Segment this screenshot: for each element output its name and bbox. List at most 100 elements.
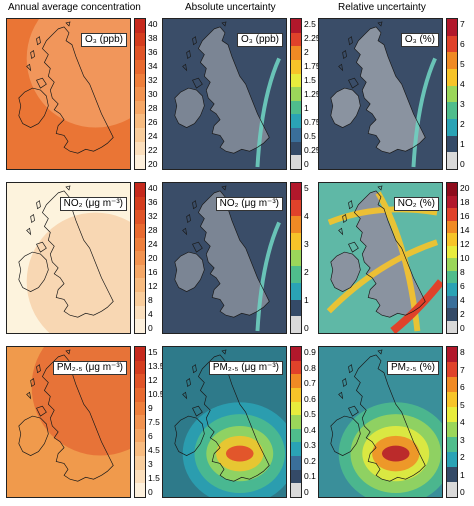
colorbar-swatch bbox=[135, 183, 145, 197]
colorbar-tick-label: 0.4 bbox=[304, 424, 316, 435]
map-canvas bbox=[174, 21, 281, 168]
colorbar-tick-label: 32 bbox=[148, 75, 158, 85]
colorbar-swatch bbox=[447, 377, 457, 392]
coastline-britain bbox=[198, 26, 270, 154]
colorbar-tick-label: 5 bbox=[460, 399, 465, 410]
border-northern-ireland bbox=[36, 77, 47, 89]
coastline-ireland bbox=[330, 87, 361, 128]
colorbar-swatch bbox=[291, 232, 301, 250]
colorbar-tick-label: 0.9 bbox=[304, 347, 316, 357]
colorbar-tick-label: 7.5 bbox=[148, 417, 160, 427]
colorbar-swatch bbox=[291, 114, 301, 128]
colorbar-tick-label: 1 bbox=[460, 469, 465, 480]
colorbar bbox=[134, 182, 146, 334]
colorbar-tick-label: 1 bbox=[304, 295, 309, 305]
coastline-britain bbox=[198, 190, 270, 318]
border-northern-ireland bbox=[192, 77, 203, 89]
map-canvas bbox=[174, 185, 281, 332]
colorbar-swatch bbox=[135, 155, 145, 169]
panel-unit-label: NO₂ (%) bbox=[393, 197, 439, 211]
colorbar-swatch bbox=[291, 442, 301, 456]
colorbar-swatch bbox=[447, 452, 457, 467]
colorbar-tick-label: 0.2 bbox=[304, 455, 316, 466]
colorbar-swatch bbox=[447, 233, 457, 246]
coastline-islands bbox=[26, 21, 71, 72]
colorbar-swatch bbox=[135, 415, 145, 429]
border-northern-ireland bbox=[192, 241, 203, 253]
coastline-britain bbox=[42, 26, 114, 154]
colorbar-tick-label: 12 bbox=[460, 239, 470, 249]
coastline-britain bbox=[354, 354, 426, 482]
colorbar-swatch bbox=[135, 360, 145, 375]
colorbar-tick-label: 0.25 bbox=[304, 145, 321, 155]
colorbar-swatch bbox=[291, 73, 301, 88]
colorbar-swatch bbox=[135, 469, 145, 484]
shipping-lane bbox=[255, 221, 281, 332]
colorbar-tick-label: 36 bbox=[148, 197, 158, 207]
colorbar-tick-label: 32 bbox=[148, 211, 158, 221]
colorbar-tick-label: 24 bbox=[148, 131, 158, 141]
colorbar-swatch bbox=[135, 264, 145, 279]
coastline-britain bbox=[42, 354, 114, 482]
colorbar-swatch bbox=[447, 135, 457, 153]
colorbar-swatch bbox=[291, 155, 301, 169]
border-northern-ireland bbox=[348, 241, 359, 253]
panel-unit-label: O₃ (%) bbox=[400, 33, 439, 47]
colorbar-swatch bbox=[291, 32, 301, 47]
colorbar-tick-label: 6 bbox=[460, 382, 465, 392]
colorbar-swatch bbox=[447, 295, 457, 308]
colorbar-swatch bbox=[291, 428, 301, 443]
panel-unit-label: NO₂ (μg m⁻³) bbox=[59, 197, 127, 211]
colorbar-swatch bbox=[447, 35, 457, 53]
uncertainty-contour bbox=[381, 445, 410, 462]
colorbar-swatch bbox=[291, 456, 301, 470]
colorbar-tick-label: 0 bbox=[148, 323, 153, 333]
colorbar-tick-label: 1 bbox=[304, 103, 309, 113]
colorbar-swatch bbox=[135, 141, 145, 156]
colorbar-swatch bbox=[291, 199, 301, 217]
colorbar-swatch bbox=[447, 68, 457, 86]
colorbar-tick-label: 24 bbox=[148, 239, 158, 249]
colorbar-tick-label: 5 bbox=[304, 183, 309, 193]
colorbar-swatch bbox=[291, 282, 301, 300]
coastline-ireland bbox=[174, 415, 205, 456]
colorbar-tick-label: 12 bbox=[148, 375, 158, 385]
land-area bbox=[330, 26, 426, 154]
colorbar-tick-label: 0 bbox=[460, 323, 465, 333]
coastline-ireland bbox=[18, 87, 49, 128]
coastline-islands bbox=[26, 349, 71, 400]
colorbar-swatch bbox=[135, 251, 145, 265]
colorbar-tick-label: 1.5 bbox=[148, 473, 160, 483]
map-panel-pm25-relative: PM₂.₅ (%) bbox=[318, 346, 443, 498]
colorbar-tick-label: 3 bbox=[148, 459, 153, 469]
coastline-ireland bbox=[18, 251, 49, 292]
colorbar bbox=[290, 346, 302, 498]
colorbar-swatch bbox=[447, 320, 457, 333]
colorbar-tick-label: 0.8 bbox=[304, 362, 316, 373]
map-canvas bbox=[174, 349, 286, 497]
colorbar-swatch bbox=[291, 347, 301, 361]
colorbar-swatch bbox=[447, 467, 457, 482]
colorbar-swatch bbox=[447, 245, 457, 258]
colorbar-tick-label: 0.1 bbox=[304, 471, 316, 482]
colorbar-swatch bbox=[291, 249, 301, 267]
colorbar-swatch bbox=[135, 223, 145, 238]
colorbar bbox=[134, 346, 146, 498]
colorbar-tick-label: 4 bbox=[460, 295, 465, 305]
colorbar-tick-label: 6 bbox=[460, 281, 465, 291]
colorbar-tick-label: 3 bbox=[460, 434, 465, 445]
colorbar-swatch bbox=[291, 469, 301, 484]
colorbar-tick-label: 2 bbox=[460, 119, 465, 129]
colorbar-swatch bbox=[135, 374, 145, 388]
colorbar-swatch bbox=[291, 415, 301, 429]
colorbar-tick-label: 8 bbox=[460, 347, 465, 357]
coastline-ireland bbox=[330, 251, 361, 292]
colorbar-swatch bbox=[447, 482, 457, 497]
colorbar-tick-label: 0 bbox=[304, 159, 309, 169]
colorbar-swatch bbox=[447, 118, 457, 136]
colorbar-swatch bbox=[135, 46, 145, 60]
colorbar-swatch bbox=[291, 387, 301, 402]
colorbar-swatch bbox=[135, 237, 145, 252]
colorbar-swatch bbox=[447, 392, 457, 407]
colorbar-tick-label: 2 bbox=[304, 47, 309, 57]
